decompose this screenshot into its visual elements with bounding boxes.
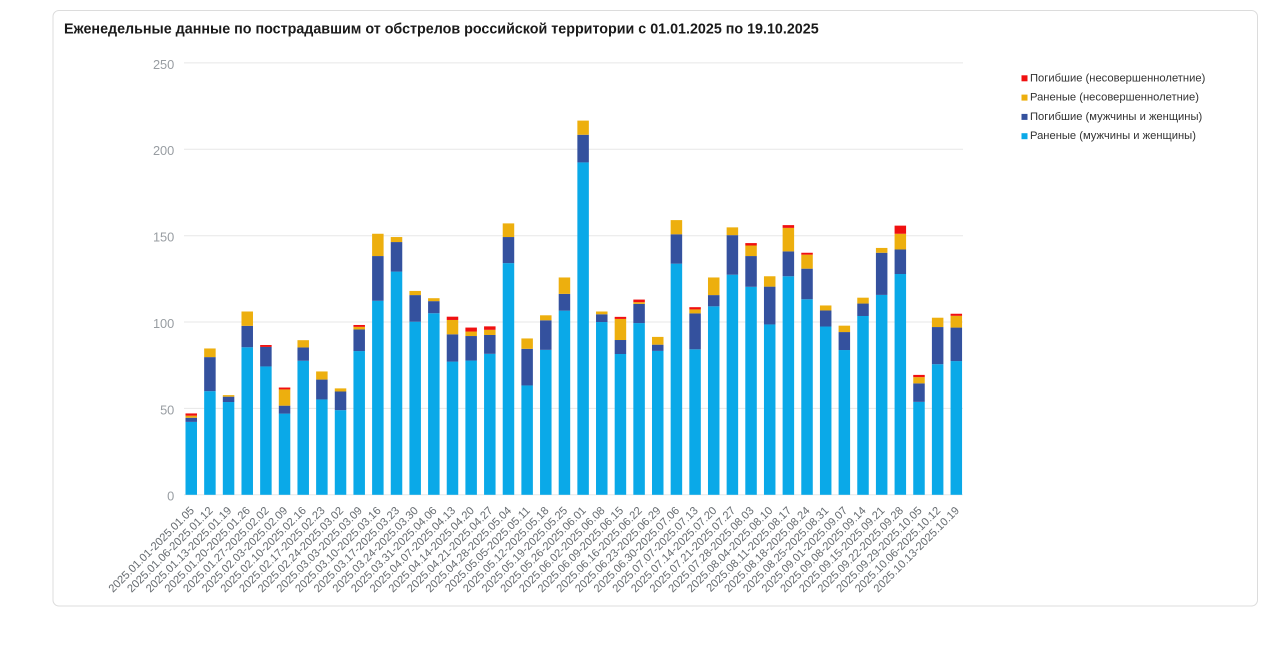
svg-text:100: 100 (153, 316, 174, 331)
svg-text:250: 250 (153, 57, 174, 72)
svg-text:150: 150 (153, 230, 174, 245)
svg-text:Погибшие (несовершеннолетние): Погибшие (несовершеннолетние) (1030, 72, 1206, 84)
svg-text:Раненые (мужчины и женщины): Раненые (мужчины и женщины) (1030, 130, 1196, 142)
svg-text:200: 200 (153, 143, 174, 158)
svg-text:Раненые (несовершеннолетние): Раненые (несовершеннолетние) (1030, 92, 1199, 104)
svg-text:Еженедельные данные по пострад: Еженедельные данные по пострадавшим от о… (64, 22, 819, 38)
svg-text:Погибшие (мужчины и женщины): Погибшие (мужчины и женщины) (1030, 111, 1202, 123)
svg-text:0: 0 (167, 489, 174, 504)
svg-text:50: 50 (160, 402, 174, 417)
